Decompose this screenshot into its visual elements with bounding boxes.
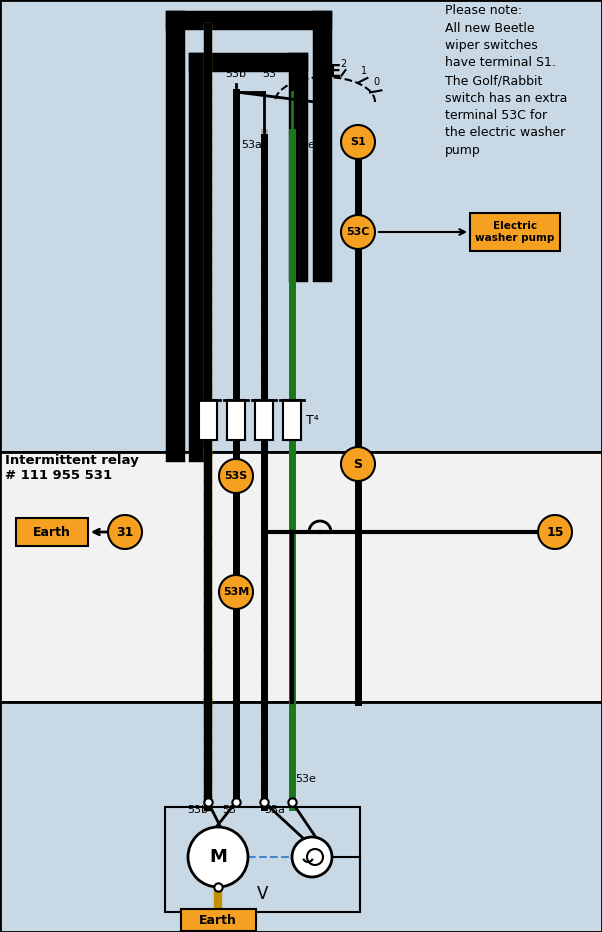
Bar [255, 400, 273, 440]
Bar [470, 213, 560, 251]
Text: 15: 15 [546, 526, 563, 539]
Bar [227, 400, 245, 440]
Text: 53M: 53M [223, 587, 249, 597]
Text: M: M [209, 848, 227, 866]
Text: Earth: Earth [199, 913, 237, 926]
Text: 1: 1 [361, 66, 367, 75]
Circle shape [292, 837, 332, 877]
Text: 53: 53 [222, 805, 236, 815]
Text: 53e: 53e [295, 774, 316, 784]
Circle shape [188, 827, 248, 887]
Text: 53a: 53a [264, 805, 285, 815]
Text: 53e: 53e [294, 140, 315, 150]
Bar [0, 702, 602, 932]
Circle shape [219, 575, 253, 609]
Text: S: S [353, 458, 362, 471]
Text: S1: S1 [350, 137, 366, 147]
Text: Intermittent relay
# 111 955 531: Intermittent relay # 111 955 531 [5, 454, 138, 482]
Circle shape [341, 215, 375, 249]
Text: V: V [257, 885, 268, 903]
Text: 3: 3 [317, 57, 323, 67]
Text: T⁴: T⁴ [306, 414, 318, 427]
Bar [16, 518, 88, 546]
Text: Earth: Earth [33, 526, 71, 539]
Circle shape [219, 459, 253, 493]
Text: 53b: 53b [226, 69, 246, 79]
Circle shape [307, 849, 323, 865]
Text: 53S: 53S [225, 471, 247, 481]
Text: E: E [329, 63, 341, 81]
Bar [0, 452, 602, 702]
Circle shape [538, 515, 572, 549]
Text: 53b: 53b [187, 805, 208, 815]
Circle shape [341, 447, 375, 481]
Text: 53C: 53C [346, 227, 370, 237]
Circle shape [341, 125, 375, 159]
Text: Electric
washer pump: Electric washer pump [476, 221, 554, 243]
Bar [283, 400, 301, 440]
Bar [0, 0, 602, 452]
Text: Please note:
All new Beetle
wiper switches
have terminal S1.
The Golf/Rabbit
swi: Please note: All new Beetle wiper switch… [445, 4, 567, 157]
Text: 53a: 53a [241, 140, 262, 150]
Text: 2: 2 [341, 59, 347, 69]
Bar [199, 400, 217, 440]
Text: 31: 31 [116, 526, 134, 539]
Text: 0: 0 [374, 76, 380, 87]
Bar [165, 807, 360, 912]
Circle shape [108, 515, 142, 549]
Bar [181, 909, 255, 931]
Text: 53: 53 [262, 69, 276, 79]
